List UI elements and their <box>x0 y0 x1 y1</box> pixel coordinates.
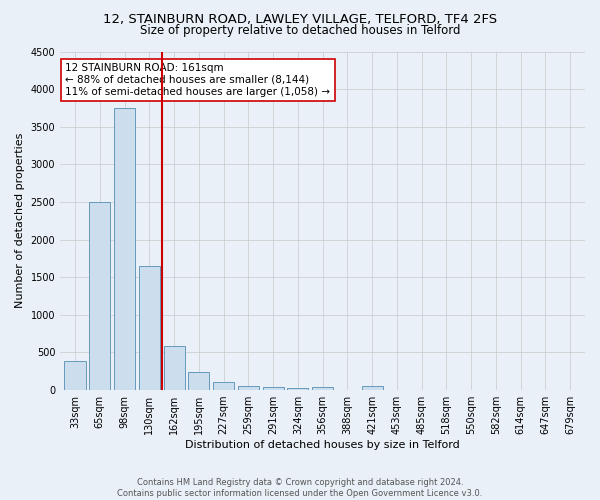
Bar <box>114 108 135 390</box>
Bar <box>139 266 160 390</box>
Bar <box>164 346 185 390</box>
Bar <box>312 387 333 390</box>
Bar <box>362 386 383 390</box>
Text: 12, STAINBURN ROAD, LAWLEY VILLAGE, TELFORD, TF4 2FS: 12, STAINBURN ROAD, LAWLEY VILLAGE, TELF… <box>103 12 497 26</box>
Bar <box>89 202 110 390</box>
X-axis label: Distribution of detached houses by size in Telford: Distribution of detached houses by size … <box>185 440 460 450</box>
Text: 12 STAINBURN ROAD: 161sqm
← 88% of detached houses are smaller (8,144)
11% of se: 12 STAINBURN ROAD: 161sqm ← 88% of detac… <box>65 64 331 96</box>
Bar <box>263 388 284 390</box>
Bar <box>287 388 308 390</box>
Y-axis label: Number of detached properties: Number of detached properties <box>15 133 25 308</box>
Text: Contains HM Land Registry data © Crown copyright and database right 2024.
Contai: Contains HM Land Registry data © Crown c… <box>118 478 482 498</box>
Text: Size of property relative to detached houses in Telford: Size of property relative to detached ho… <box>140 24 460 37</box>
Bar <box>213 382 234 390</box>
Bar <box>188 372 209 390</box>
Bar <box>64 362 86 390</box>
Bar <box>238 386 259 390</box>
